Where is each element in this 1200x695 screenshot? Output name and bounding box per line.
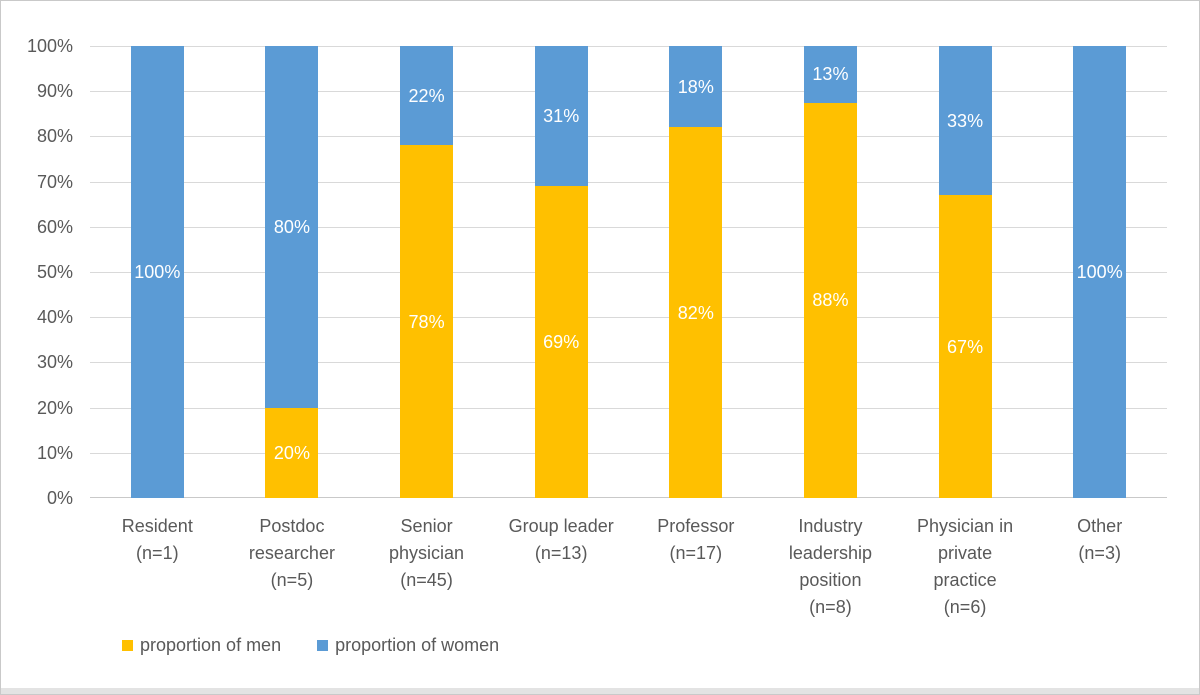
x-axis-category-label: Senior physician (n=45) xyxy=(389,516,465,590)
legend-item-men: proportion of men xyxy=(122,635,281,656)
legend-label-women: proportion of women xyxy=(335,635,500,655)
stacked-bar: 22% 78% xyxy=(400,46,454,498)
gridline xyxy=(90,452,1167,454)
gridline xyxy=(90,136,1167,138)
bar-segment-men: 78% xyxy=(400,145,454,498)
gridline xyxy=(90,362,1167,364)
bars-layer: 100% 80% 20% 22% 78% 31% 69% 18% 82% 13% 88% 33% 67%… xyxy=(90,46,1167,498)
legend-swatch-men-icon xyxy=(122,640,133,651)
bar-value-label: 100% xyxy=(134,262,181,282)
legend: proportion of men proportion of women xyxy=(122,635,499,656)
y-axis-tick-label: 100% xyxy=(26,36,73,56)
plot-area: 100% 80% 20% 22% 78% 31% 69% 18% 82% 13% 88% 33% 67%… xyxy=(90,46,1167,498)
legend-item-women: proportion of women xyxy=(317,635,499,656)
x-axis-category-label: Group leader (n=13) xyxy=(508,516,614,563)
y-axis-tick-label: 20% xyxy=(36,397,73,418)
x-axis-category-label: Resident (n=1) xyxy=(121,516,193,563)
bar-segment-women: 100% xyxy=(130,46,184,498)
gridline xyxy=(90,497,1167,498)
gridline xyxy=(90,46,1167,47)
y-axis: 0% 10% 20% 30% 40% 50% 60% 70% 80% 90% 100% xyxy=(1,37,73,507)
bar-segment-men: 88% xyxy=(803,102,857,498)
bar-segment-men: 82% xyxy=(669,127,723,498)
bar-value-label: 78% xyxy=(408,311,445,332)
bar-segment-women: 100% xyxy=(1073,46,1127,498)
y-axis-tick-label: 80% xyxy=(36,126,73,147)
bottom-band xyxy=(1,688,1199,694)
x-axis-category-label: Postdoc researcher (n=5) xyxy=(248,516,335,590)
x-axis-category-label: Industry leadership position (n=8) xyxy=(788,516,872,617)
bar-value-label: 100% xyxy=(1076,262,1123,282)
y-axis-tick-label: 90% xyxy=(36,81,73,102)
y-axis-tick-label: 10% xyxy=(36,442,73,463)
bar-value-label: 13% xyxy=(812,64,849,85)
bar-column: 13% 88% xyxy=(763,46,898,498)
y-axis-tick-label: 30% xyxy=(36,352,73,373)
bar-column: 22% 78% xyxy=(359,46,494,498)
x-axis-category-label: Physician in private practice (n=6) xyxy=(917,516,1014,617)
gridline xyxy=(90,181,1167,183)
gridline xyxy=(90,226,1167,228)
bar-segment-men: 69% xyxy=(534,186,588,498)
bar-value-label: 67% xyxy=(947,336,984,357)
y-axis-tick-label: 50% xyxy=(36,262,73,282)
stacked-bar: 31% 69% xyxy=(534,46,588,498)
legend-swatch-women-icon xyxy=(317,640,329,651)
bar-segment-women: 13% xyxy=(803,46,857,103)
stacked-bar: 33% 67% xyxy=(938,46,992,498)
bar-column: 80% 20% xyxy=(225,46,360,498)
bar-segment-men: 67% xyxy=(938,195,992,498)
bar-segment-women: 18% xyxy=(669,46,723,128)
y-axis-tick-label: 60% xyxy=(36,216,73,237)
bar-value-label: 69% xyxy=(543,332,580,353)
y-axis-tick-label: 70% xyxy=(36,171,73,192)
bar-value-label: 33% xyxy=(947,110,984,131)
bar-segment-women: 33% xyxy=(938,46,992,196)
bar-column: 100% xyxy=(1032,46,1167,498)
bar-column: 100% xyxy=(90,46,225,498)
stacked-bar: 18% 82% xyxy=(669,46,723,498)
bar-segment-women: 80% xyxy=(265,46,319,408)
x-axis-category-label: Professor (n=17) xyxy=(657,516,735,563)
gridline xyxy=(90,317,1167,319)
bar-column: 33% 67% xyxy=(898,46,1033,498)
bar-column: 18% 82% xyxy=(629,46,764,498)
bar-value-label: 88% xyxy=(812,290,849,311)
bar-value-label: 20% xyxy=(273,442,310,463)
legend-label-men: proportion of men xyxy=(140,635,282,655)
stacked-bar: 80% 20% xyxy=(265,46,319,498)
bar-segment-women: 31% xyxy=(534,46,588,187)
bar-value-label: 80% xyxy=(273,216,310,237)
bar-value-label: 31% xyxy=(543,106,580,127)
gridline xyxy=(90,91,1167,93)
y-axis-tick-label: 40% xyxy=(36,307,73,328)
gridline xyxy=(90,407,1167,409)
stacked-bar: 100% xyxy=(130,46,184,498)
bar-column: 31% 69% xyxy=(494,46,629,498)
x-axis: Resident (n=1) Postdoc researcher (n=5) Se… xyxy=(90,513,1167,621)
stacked-bar: 13% 88% xyxy=(803,46,857,498)
bar-value-label: 22% xyxy=(408,85,445,106)
gridline xyxy=(90,272,1167,273)
stacked-bar: 100% xyxy=(1073,46,1127,498)
y-axis-tick-label: 0% xyxy=(46,488,73,508)
bar-segment-men: 20% xyxy=(265,407,319,498)
bar-segment-women: 22% xyxy=(400,46,454,146)
bar-value-label: 18% xyxy=(677,76,714,97)
x-axis-category-label: Other (n=3) xyxy=(1077,516,1123,563)
bar-value-label: 82% xyxy=(677,302,714,323)
